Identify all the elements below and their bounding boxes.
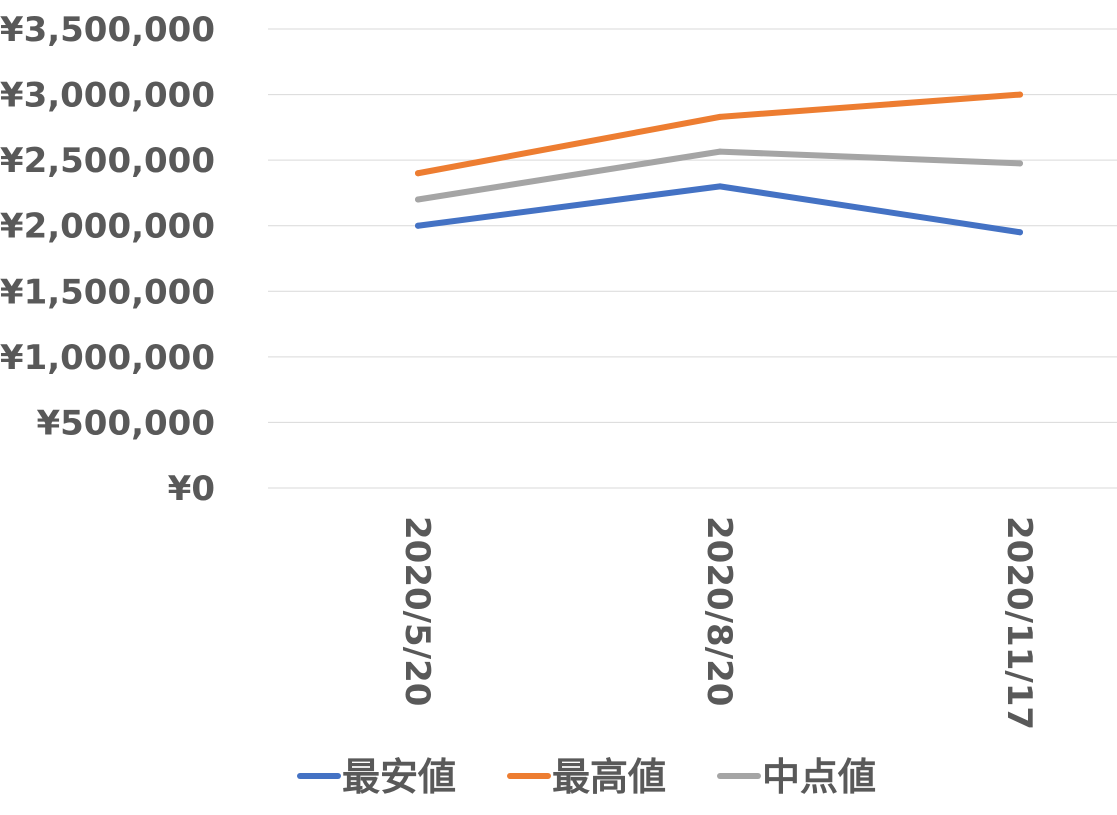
data-point	[415, 222, 421, 229]
y-tick-label: ¥1,500,000	[0, 272, 215, 312]
legend: 最安値 最高値 中点値	[297, 755, 876, 799]
legend-label: 最安値	[342, 755, 456, 799]
y-tick-label: ¥3,500,000	[0, 10, 215, 50]
y-tick-label: ¥3,000,000	[0, 76, 215, 116]
data-point	[415, 196, 421, 203]
data-point	[415, 170, 421, 177]
x-axis: 2020/5/20 2020/8/20 2020/11/17	[397, 516, 1039, 730]
y-tick-label: ¥500,000	[36, 403, 215, 443]
gridlines	[268, 28, 1117, 489]
data-point	[1017, 229, 1023, 236]
y-tick-label: ¥1,000,000	[0, 338, 215, 378]
data-point	[1017, 91, 1023, 98]
x-tick-label: 2020/5/20	[397, 516, 437, 706]
y-tick-label: ¥2,500,000	[0, 141, 215, 181]
y-tick-label: ¥0	[168, 469, 215, 509]
y-tick-label: ¥2,000,000	[0, 207, 215, 247]
series-lines	[415, 91, 1023, 236]
legend-label: 最高値	[552, 755, 666, 799]
data-point	[717, 183, 723, 190]
x-tick-label: 2020/8/20	[699, 516, 739, 706]
legend-label: 中点値	[762, 755, 876, 799]
data-point	[1017, 160, 1023, 167]
data-point	[717, 148, 723, 155]
y-axis: ¥0 ¥500,000 ¥1,000,000 ¥1,500,000 ¥2,000,000…	[0, 10, 215, 509]
data-point	[717, 113, 723, 120]
x-tick-label: 2020/11/17	[999, 516, 1039, 730]
